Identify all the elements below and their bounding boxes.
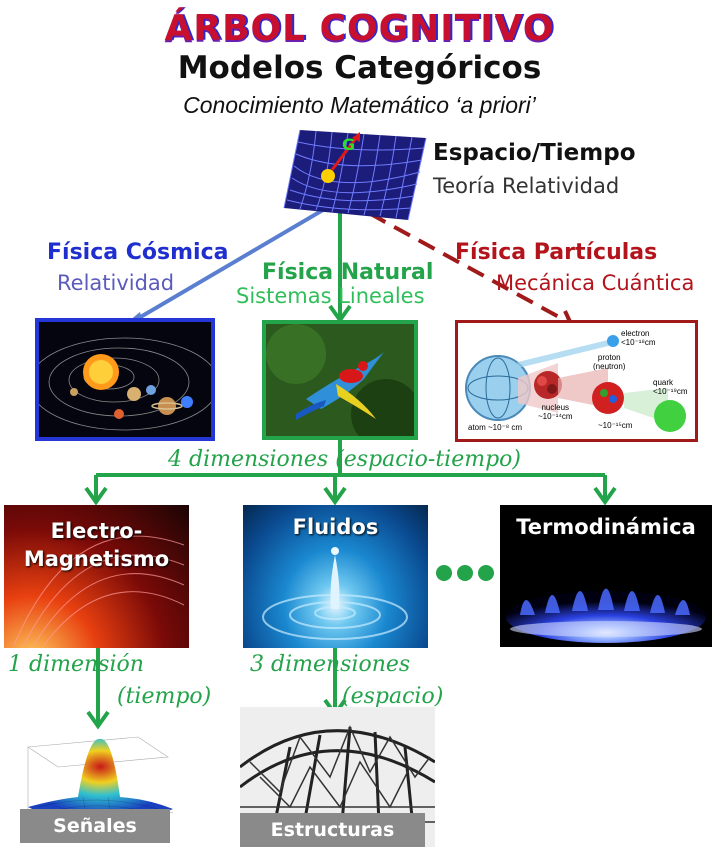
atom-size: atom ~10⁻⁸ cm [468,423,523,432]
proton-size: ~10⁻¹⁵cm [598,421,633,430]
field-thermo-title: Termodinámica [516,515,696,539]
quark-size: <10⁻¹⁹cm [653,387,688,396]
field-em-title: Electro- [50,519,143,543]
nucleus-size: ~10⁻¹⁴cm [538,412,573,421]
branch-cosmic-title: Física Cósmica [47,240,229,265]
edge-to-cosmic [130,198,342,324]
field-fluids-title: Fluidos [292,515,379,539]
level3-right-label-1: 3 dimensiones [250,652,411,677]
signal-surface-plot-icon: Señales [8,727,183,847]
branch-particles-subtitle: Mecánica Cuántica [496,271,695,295]
electron-size: <10⁻¹⁸cm [621,338,656,347]
level2-label: 4 dimensiones (espacio-tiempo) [168,447,521,472]
root-subtitle: Teoría Relatividad [433,174,620,198]
diagram-subtitle: Modelos Categóricos [177,50,542,86]
steel-truss-icon: Estructuras [239,707,436,848]
leaf-structures-title: Estructuras [240,813,425,847]
parrot-icon [262,320,418,440]
atom-structure-icon: electron <10⁻¹⁸cm proton (neutron) quark… [455,320,698,442]
leaf-signals-title: Señales [20,809,170,843]
sun-magnetic-field-icon: Electro- Magnetismo [4,505,189,648]
proton-label: proton [597,353,621,362]
quark-label: quark [653,378,674,387]
branch-natural-title: Física Natural [262,260,434,285]
electron-label: electron [621,329,650,338]
level3-left-label-1: 1 dimensión [8,652,144,677]
level3-left-label-2: (tiempo) [117,684,212,709]
water-drop-icon: Fluidos [243,505,428,648]
field-em-title2: Magnetismo [23,547,170,571]
branch-particles-title: Física Partículas [455,240,658,265]
root-title: Espacio/Tiempo [433,140,636,166]
solar-system-icon [35,318,215,441]
gas-flame-icon: Termodinámica [500,505,712,647]
ellipsis-dots [436,563,494,588]
nucleus-label: nucleus [541,403,570,412]
spacetime-grid-icon: G [283,129,427,221]
svg-text:G: G [342,135,355,154]
diagram-title: ÁRBOL COGNITIVO [164,8,555,49]
edge-to-particles [344,198,571,325]
branch-cosmic-subtitle: Relatividad [57,271,175,295]
neutron-label: (neutron) [593,362,626,371]
branch-natural-subtitle: Sistemas Lineales [236,284,425,308]
diagram-tagline: Conocimiento Matemático ‘a priori’ [183,92,536,118]
level3-right-label-2: (espacio) [342,684,444,709]
